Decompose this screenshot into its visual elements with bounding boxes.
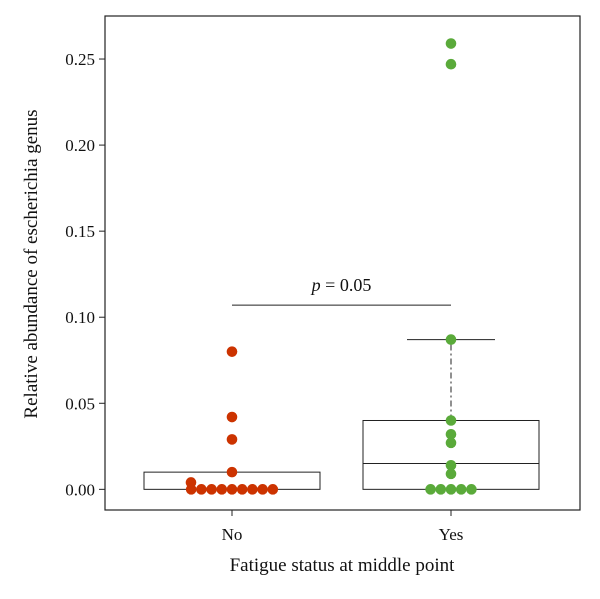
data-point <box>257 484 268 495</box>
data-point <box>445 38 457 49</box>
data-point <box>445 468 457 480</box>
data-point <box>226 484 238 495</box>
p-symbol: p <box>310 275 321 295</box>
data-points <box>185 38 477 495</box>
y-tick-label: 0.00 <box>65 480 95 499</box>
y-tick-label: 0.20 <box>65 136 95 155</box>
x-tick-label: No <box>222 525 243 544</box>
data-point <box>445 437 457 449</box>
y-axis: 0.00 0.05 0.10 0.15 0.20 0.25 <box>65 50 105 499</box>
data-point <box>445 58 457 70</box>
y-axis-title: Relative abundance of escherichia genus <box>21 109 42 418</box>
data-point <box>425 484 436 495</box>
data-point <box>445 334 457 345</box>
data-point <box>435 484 447 495</box>
data-point <box>196 484 207 495</box>
data-point <box>206 484 217 495</box>
y-tick-label: 0.15 <box>65 222 95 241</box>
data-point <box>445 428 457 440</box>
data-point <box>226 434 238 445</box>
data-point <box>226 411 238 423</box>
data-point <box>185 477 197 488</box>
p-value-text: = 0.05 <box>321 275 372 295</box>
data-point <box>445 484 457 495</box>
significance-annotation: p = 0.05 <box>232 275 451 306</box>
plot-frame <box>104 15 581 511</box>
x-axis: No Yes <box>222 510 464 544</box>
data-point <box>466 484 477 495</box>
x-axis-title: Fatigue status at middle point <box>230 555 456 576</box>
y-tick-label: 0.10 <box>65 308 95 327</box>
data-point <box>455 484 467 495</box>
data-point <box>226 466 238 478</box>
data-point <box>216 484 228 495</box>
p-value-label: p = 0.05 <box>310 275 372 295</box>
data-point <box>236 484 248 495</box>
y-tick-label: 0.05 <box>65 394 95 413</box>
x-tick-label: Yes <box>439 525 464 544</box>
data-point <box>445 415 457 426</box>
data-point <box>445 459 457 471</box>
y-tick-label: 0.25 <box>65 50 95 69</box>
boxplots <box>143 339 540 490</box>
data-point <box>226 346 238 357</box>
data-point <box>247 484 258 495</box>
data-point <box>267 484 279 495</box>
